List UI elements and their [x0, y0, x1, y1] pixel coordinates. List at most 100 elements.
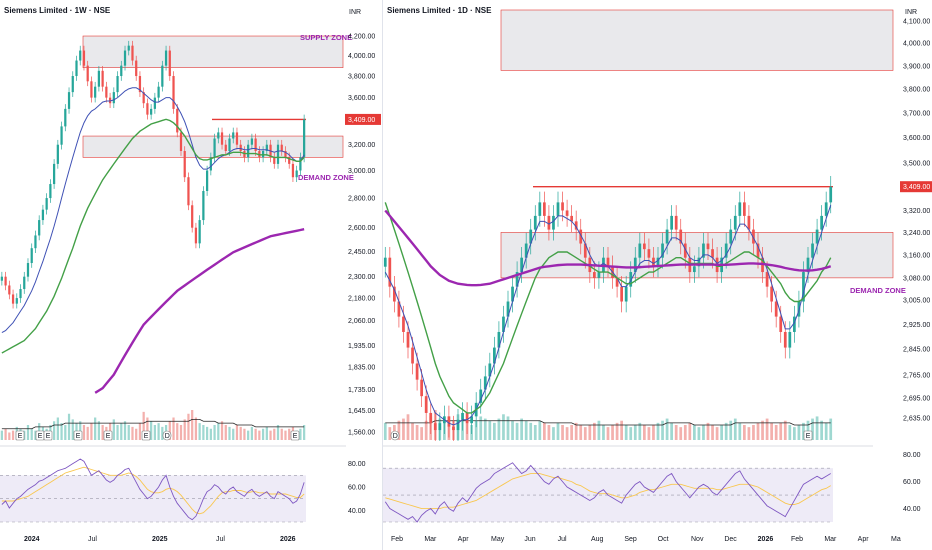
weekly-candle-body: [209, 157, 212, 171]
daily-volume-bar: [747, 427, 751, 440]
weekly-volume-bar: [220, 421, 224, 440]
daily-candle-body: [597, 272, 601, 278]
weekly-volume-bar: [101, 425, 104, 440]
weekly-candle-body: [172, 76, 175, 109]
weekly-volume-bar: [280, 428, 283, 440]
daily-candle-body: [424, 396, 428, 413]
weekly-candle-body: [142, 92, 145, 104]
weekly-candle-body: [213, 138, 216, 158]
daily-volume-bar: [720, 425, 723, 440]
weekly-price-tick: 1,835.00: [348, 364, 375, 371]
daily-volume-bar: [488, 420, 492, 440]
daily-candle-body: [811, 243, 814, 258]
daily-currency-label: INR: [905, 9, 917, 16]
weekly-candle-body: [288, 157, 291, 164]
weekly-event-label: E: [46, 433, 51, 440]
weekly-event-label: D: [165, 433, 170, 440]
daily-candle-body: [770, 286, 773, 302]
weekly-volume-bar: [64, 425, 67, 440]
weekly-candle-body: [239, 144, 242, 151]
daily-demand-zone-label: DEMAND ZONE: [850, 286, 906, 295]
daily-candle-body: [497, 331, 501, 348]
daily-candle-body: [711, 249, 714, 258]
daily-chart-pane[interactable]: Siemens Limited · 1D · NSE INR DEMAND ZO…: [382, 0, 932, 550]
weekly-chart-pane[interactable]: Siemens Limited · 1W · NSE INR SUPPLY ZO…: [0, 0, 382, 550]
daily-candle-body: [565, 210, 569, 216]
weekly-candle-body: [303, 119, 306, 158]
daily-volume-bar: [738, 422, 742, 440]
weekly-candle-body: [105, 86, 108, 98]
weekly-candle-body: [176, 108, 179, 133]
daily-zone-1: [500, 232, 894, 279]
weekly-candle-body: [202, 190, 205, 221]
daily-volume-bar: [502, 414, 505, 440]
daily-candle-body: [483, 376, 487, 390]
daily-candle-body: [470, 416, 473, 424]
daily-candle-body: [538, 202, 542, 216]
daily-time-tick: May: [491, 536, 505, 543]
weekly-price-tick: 2,800.00: [348, 196, 375, 203]
daily-volume-bar: [565, 427, 569, 440]
daily-volume-bar: [652, 425, 655, 440]
weekly-volume-bar: [11, 430, 15, 440]
weekly-candle-body: [284, 150, 287, 158]
daily-candle-body: [388, 257, 392, 287]
daily-volume-bar: [629, 427, 633, 440]
weekly-candle-body: [52, 163, 56, 185]
daily-time-tick: Feb: [791, 536, 803, 543]
weekly-time-tick: 2026: [280, 536, 296, 543]
weekly-candle-body: [56, 144, 59, 164]
daily-volume-bar: [511, 420, 514, 440]
daily-rsi-tick: 60.00: [903, 479, 921, 486]
daily-candle-body: [488, 363, 492, 377]
daily-volume-bar: [811, 418, 814, 440]
daily-volume-bar: [520, 418, 523, 440]
daily-volume-bar: [615, 422, 619, 440]
daily-candle-body: [479, 389, 483, 403]
weekly-chart-svg[interactable]: Siemens Limited · 1W · NSE INR SUPPLY ZO…: [0, 0, 382, 550]
daily-volume-bar: [643, 425, 646, 440]
daily-price-tick: 2,925.00: [903, 322, 930, 329]
daily-chart-svg[interactable]: Siemens Limited · 1D · NSE INR DEMAND ZO…: [383, 0, 932, 550]
weekly-candle-body: [183, 150, 186, 178]
daily-volume-bar: [820, 420, 823, 440]
daily-volume-bar: [547, 425, 551, 440]
daily-candle-body: [683, 243, 687, 258]
daily-candle-body: [420, 379, 423, 397]
daily-candle-body: [788, 331, 792, 348]
daily-candle-body: [652, 257, 655, 267]
daily-volume-bar: [515, 422, 519, 440]
weekly-price-tick: 2,450.00: [348, 249, 375, 256]
daily-volume-bar: [656, 422, 660, 440]
daily-candle-body: [397, 301, 401, 317]
weekly-candle-body: [153, 97, 156, 109]
daily-volume-bar: [538, 420, 542, 440]
daily-candle-body: [643, 243, 646, 250]
daily-candle-body: [429, 412, 433, 424]
daily-candle-body: [447, 416, 451, 427]
weekly-candle-body: [250, 138, 254, 145]
weekly-candle-body: [34, 235, 37, 249]
weekly-candle-body: [15, 298, 18, 304]
daily-candle-body: [393, 286, 396, 302]
weekly-volume-bar: [172, 417, 175, 440]
daily-candle-body: [452, 426, 455, 431]
weekly-candle-body: [135, 60, 138, 77]
daily-volume-bar: [529, 422, 533, 440]
daily-volume-bar: [397, 420, 401, 440]
daily-volume-bar: [579, 425, 583, 440]
weekly-candle-body: [120, 65, 123, 77]
daily-volume-bar: [752, 425, 755, 440]
daily-price-tick: 3,160.00: [903, 252, 930, 259]
daily-time-tick: Jul: [558, 536, 567, 543]
daily-price-tick: 4,100.00: [903, 18, 930, 25]
daily-time-tick: Feb: [391, 536, 403, 543]
weekly-candle-body: [205, 170, 209, 191]
weekly-candle-body: [75, 60, 78, 77]
weekly-volume-bar: [261, 428, 265, 440]
weekly-event-marker: [15, 430, 25, 441]
daily-volume-bar: [765, 418, 769, 440]
daily-ema-slow-line: [384, 209, 832, 287]
weekly-event-marker: [43, 430, 53, 441]
weekly-volume-bar: [183, 419, 186, 440]
